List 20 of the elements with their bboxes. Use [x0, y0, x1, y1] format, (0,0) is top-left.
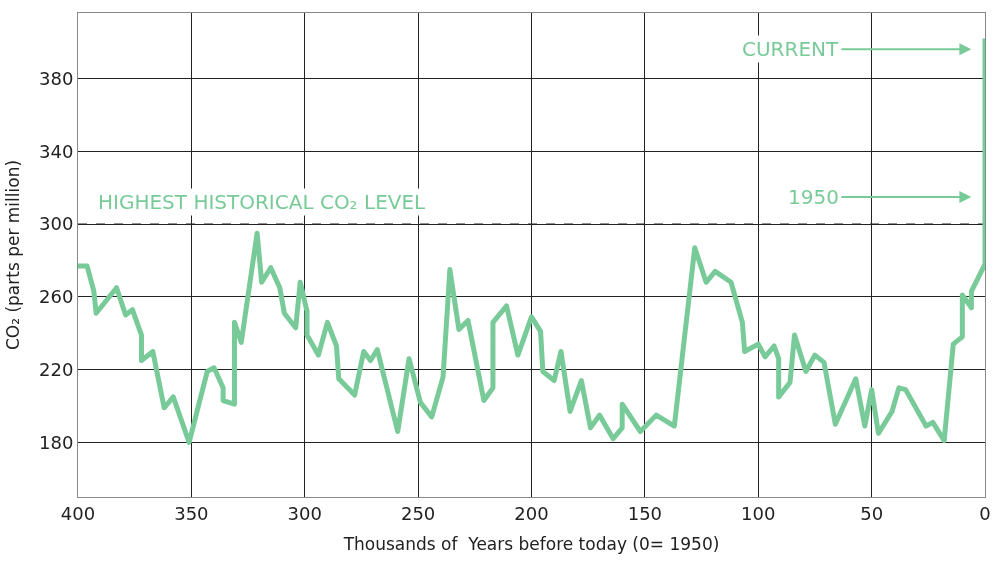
x-tick-label: 0 [979, 502, 991, 524]
y-tick-label: 220 [39, 358, 74, 380]
x-tick-label: 100 [741, 502, 776, 524]
ref-line-label: HIGHEST HISTORICAL CO₂ LEVEL [98, 190, 427, 214]
y-tick-label: 380 [39, 67, 74, 89]
x-tick-label: 50 [860, 502, 884, 524]
x-tick-label: 350 [174, 502, 209, 524]
y-axis-title: CO₂ (parts per million) [2, 159, 23, 351]
y-tick-label: 340 [39, 140, 74, 162]
x-tick-label: 300 [287, 502, 322, 524]
y-tick-label: 300 [39, 213, 74, 235]
y-tick-label: 260 [39, 286, 74, 308]
x-tick-label: 150 [627, 502, 663, 524]
x-tick-label: 250 [400, 502, 436, 524]
x-tick-label: 200 [514, 502, 549, 524]
x-tick-label: 400 [60, 502, 96, 524]
x-axis-title: Thousands of Years before today (0= 1950) [342, 534, 720, 554]
annotation: CURRENT [742, 37, 839, 61]
annotation: 1950 [788, 185, 839, 209]
y-tick-label: 180 [39, 431, 74, 453]
